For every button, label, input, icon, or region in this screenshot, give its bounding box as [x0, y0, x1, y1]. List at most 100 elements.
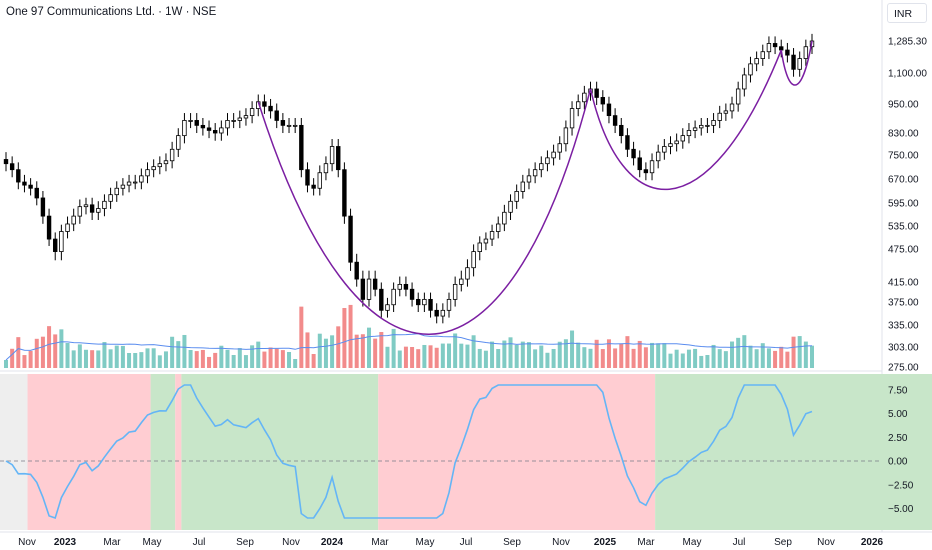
candle-body: [649, 160, 655, 174]
candle-body: [625, 135, 630, 150]
volume-bar: [551, 348, 556, 368]
volume-bar: [650, 342, 655, 368]
cup-curve-medium: [589, 49, 782, 191]
candle-body: [619, 124, 624, 137]
candle-body: [366, 278, 372, 300]
volume-bar: [570, 330, 575, 368]
volume-bar: [133, 353, 138, 368]
volume-bar: [533, 349, 538, 368]
candle-body: [120, 184, 126, 189]
candle-body: [323, 163, 329, 174]
candle-body: [83, 204, 89, 208]
volume-bar: [606, 339, 611, 368]
candle-body: [286, 124, 292, 127]
time-axis-label: Nov: [18, 537, 36, 548]
volume-bar: [225, 349, 230, 368]
volume-bar: [797, 336, 802, 368]
candle-body: [102, 200, 107, 209]
candle-body: [46, 215, 52, 240]
volume-bar: [779, 346, 784, 368]
volume-bar: [582, 347, 587, 368]
volume-bar: [120, 345, 125, 368]
volume-bar: [428, 345, 433, 368]
time-axis-label: May: [683, 537, 702, 548]
volume-bar: [631, 348, 636, 368]
volume-bar: [520, 341, 525, 368]
volume-bar: [410, 347, 415, 368]
candle-body: [674, 140, 679, 145]
candle-body: [219, 127, 224, 134]
candle-body: [532, 169, 538, 177]
volume-bar: [539, 345, 544, 368]
volume-bar: [305, 332, 310, 368]
candle-body: [409, 288, 415, 300]
volume-bar: [717, 349, 722, 368]
volume-bar: [508, 337, 513, 368]
candle-body: [77, 206, 83, 217]
volume-bar: [643, 347, 648, 368]
volume-bar: [47, 326, 52, 368]
volume-bar: [674, 349, 679, 368]
volume-bar: [563, 339, 568, 368]
volume-bar: [791, 336, 796, 368]
volume-bar: [730, 341, 735, 368]
price-tick-label: 595.00: [888, 199, 919, 210]
candle-body: [729, 103, 735, 112]
candle-body: [545, 157, 550, 165]
candle-body: [797, 58, 802, 70]
volume-bar: [299, 306, 304, 368]
candle-body: [785, 49, 790, 56]
volume-bar: [83, 349, 88, 368]
currency-button[interactable]: INR: [887, 3, 927, 23]
oscillator-zone-bearish: [27, 374, 151, 530]
candle-body: [440, 309, 446, 317]
volume-bar: [10, 348, 15, 368]
candle-body: [508, 200, 513, 213]
volume-bar: [754, 349, 759, 368]
volume-bar: [311, 354, 316, 368]
candle-body: [760, 51, 765, 59]
volume-bar: [96, 350, 101, 368]
candle-body: [274, 110, 279, 121]
candle-body: [311, 184, 316, 189]
volume-bar: [453, 333, 458, 368]
volume-bar: [317, 333, 322, 368]
candle-body: [299, 124, 304, 171]
candle-body: [539, 163, 544, 171]
volume-bar: [287, 352, 292, 368]
time-axis-label: Jul: [460, 537, 473, 548]
candle-body: [416, 298, 421, 306]
volume-bar: [151, 348, 156, 368]
candle-body: [372, 278, 378, 290]
oscillator-zone-bearish: [175, 374, 182, 530]
volume-bar: [526, 342, 531, 368]
price-tick-label: 830.00: [888, 129, 919, 140]
time-axis-label: 2025: [594, 537, 617, 548]
candle-body: [379, 288, 384, 311]
candle-body: [803, 46, 809, 59]
volume-bar: [483, 350, 488, 368]
candle-body: [157, 163, 163, 168]
candle-body: [243, 115, 249, 119]
volume-bar: [102, 342, 107, 368]
volume-bar: [576, 342, 581, 368]
volume-bar: [434, 347, 439, 368]
cup-curve-large: [257, 88, 592, 335]
candle-body: [385, 304, 390, 311]
candle-body: [280, 120, 286, 126]
volume-bar: [194, 351, 199, 368]
candle-body: [446, 298, 452, 311]
volume-bar: [53, 334, 58, 368]
volume-bar: [723, 351, 728, 368]
candle-body: [249, 108, 255, 117]
candle-body: [452, 283, 458, 300]
candle-body: [563, 127, 569, 145]
volume-bar: [219, 345, 224, 368]
price-tick-label: 750.00: [888, 151, 919, 162]
candle-body: [459, 278, 464, 285]
candle-body: [262, 101, 267, 107]
candle-body: [139, 175, 144, 183]
volume-bar: [385, 346, 390, 368]
price-tick-label: 950.00: [888, 100, 919, 111]
